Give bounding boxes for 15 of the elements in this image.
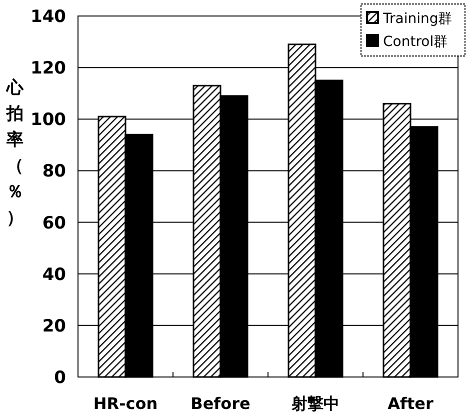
- x-tick-label: 射撃中: [290, 394, 340, 413]
- y-tick-label: 100: [30, 110, 66, 130]
- x-tick-label: HR-con: [93, 394, 158, 413]
- y-tick-label: 20: [42, 316, 66, 336]
- y-tick-label: 80: [42, 162, 66, 182]
- ylabel: 心拍率（％）: [6, 78, 24, 228]
- x-tick-label: After: [388, 394, 434, 413]
- y-tick-label: 120: [30, 58, 66, 79]
- y-tick-label: 0: [54, 368, 66, 388]
- y-tick-label: 40: [42, 264, 66, 285]
- x-tick-label: Before: [190, 394, 251, 413]
- y-tick-label: 60: [42, 213, 66, 234]
- y-tick-label: 140: [30, 7, 66, 27]
- legend-label: Training群: [382, 11, 452, 27]
- legend-label: Control群: [383, 34, 448, 50]
